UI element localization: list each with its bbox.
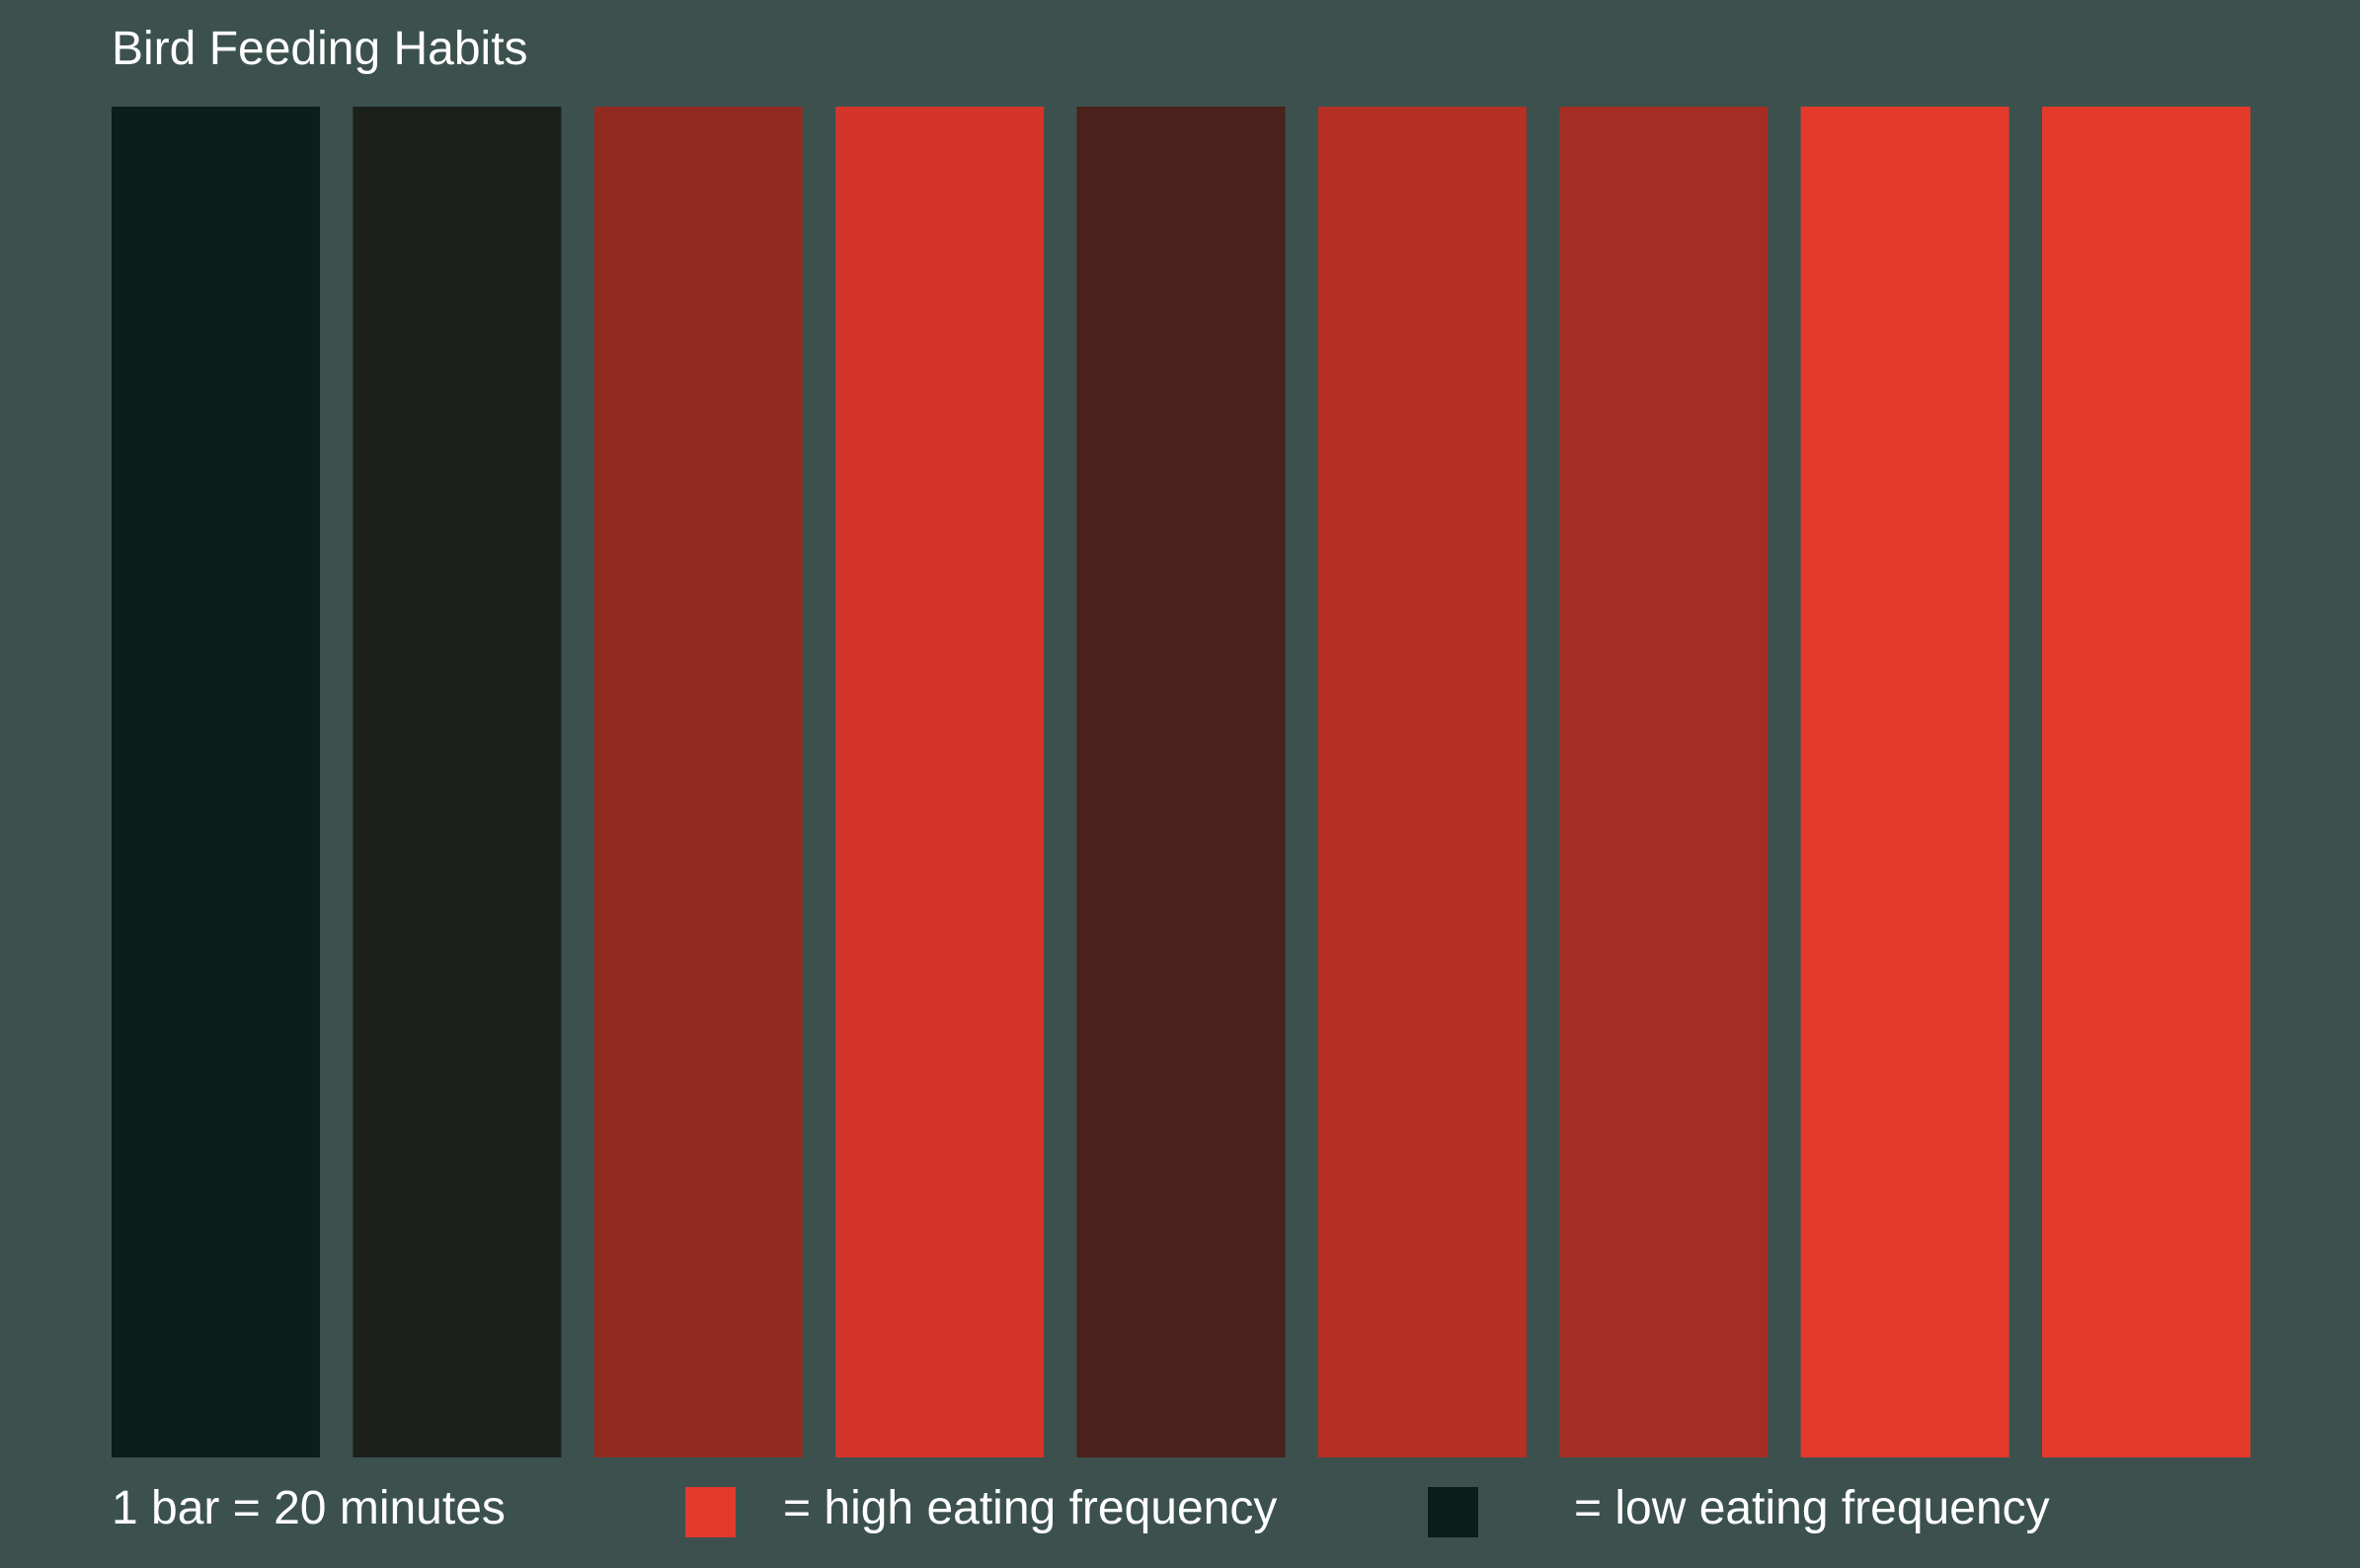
legend: 1 bar = 20 minutes = high eating frequen… bbox=[0, 1477, 2360, 1540]
high-frequency-label: = high eating frequency bbox=[783, 1482, 1278, 1534]
bar-1 bbox=[112, 107, 320, 1457]
bar-5 bbox=[1076, 107, 1286, 1457]
bar-6 bbox=[1317, 107, 1527, 1457]
low-frequency-label: = low eating frequency bbox=[1574, 1482, 2050, 1534]
bar-2 bbox=[353, 107, 562, 1457]
bar-3 bbox=[593, 107, 803, 1457]
high-frequency-swatch bbox=[685, 1487, 736, 1537]
chart-title: Bird Feeding Habits bbox=[112, 23, 528, 75]
bar-4 bbox=[835, 107, 1045, 1457]
bar-9 bbox=[2042, 107, 2250, 1457]
bar-8 bbox=[1800, 107, 2009, 1457]
low-frequency-swatch bbox=[1428, 1487, 1478, 1537]
bar-scale-note: 1 bar = 20 minutes bbox=[112, 1482, 506, 1534]
bars-plot bbox=[112, 107, 2250, 1457]
bar-7 bbox=[1559, 107, 1769, 1457]
